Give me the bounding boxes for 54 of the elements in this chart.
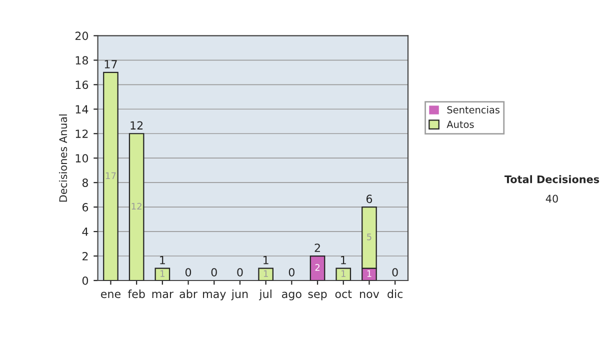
text: 40 <box>546 194 558 203</box>
total-label: 6 <box>366 194 372 204</box>
y-tick-label: 12 <box>76 130 88 138</box>
x-tick-label: ene <box>100 292 120 298</box>
bar <box>154 268 170 280</box>
total-label: 17 <box>104 60 117 68</box>
total-label: 0 <box>392 268 398 277</box>
total-label: 0 <box>211 268 217 277</box>
x-tick-label: may <box>203 292 226 300</box>
x-tick-label: feb <box>128 290 145 298</box>
x-tick-label: oct <box>335 290 352 298</box>
x-tick-label: jul <box>259 290 272 300</box>
y-tick-label: 16 <box>76 80 88 90</box>
y-axis-title: Decisiones Anual <box>58 114 68 202</box>
x-tick-label: mar <box>152 292 174 298</box>
text: Total Decisiones <box>504 175 600 184</box>
data-label: 1 <box>341 270 346 277</box>
x-tick-label: abr <box>180 290 198 298</box>
bar <box>128 133 144 280</box>
y-tick-label: 0 <box>82 276 88 285</box>
legend-label: Autos <box>446 120 474 128</box>
bar <box>103 72 118 280</box>
y-tick-label: 20 <box>75 32 88 40</box>
x-tick-label: sep <box>308 292 327 300</box>
data-label: 1 <box>160 270 164 277</box>
x-tick-label: dic <box>388 290 403 298</box>
y-tick-label: 6 <box>82 203 88 212</box>
total-label: 1 <box>160 256 165 264</box>
y-tick-label: 4 <box>82 228 88 236</box>
total-label: 0 <box>288 268 294 277</box>
data-label: 1 <box>264 270 268 277</box>
bar <box>258 268 274 280</box>
x-tick-label: jun <box>231 290 248 300</box>
y-tick-label: 18 <box>76 56 88 65</box>
y-tick-label: 8 <box>82 178 88 187</box>
bar <box>310 255 326 280</box>
total-label: 0 <box>237 268 243 277</box>
data-label: 2 <box>315 264 320 271</box>
y-tick-label: 14 <box>76 105 88 114</box>
data-label: 5 <box>367 234 372 240</box>
total-label: 12 <box>130 121 143 130</box>
y-tick-label: 10 <box>76 154 88 162</box>
total-label: 1 <box>341 256 346 264</box>
x-tick-label: ago <box>282 292 302 300</box>
y-tick-label: 2 <box>82 252 88 260</box>
data-label: 17 <box>106 172 116 179</box>
data-label: 12 <box>132 202 142 210</box>
total-label: 0 <box>185 268 192 277</box>
x-tick-label: nov <box>360 292 380 298</box>
data-label: 1 <box>367 270 372 277</box>
legend-label: Sentencias <box>447 106 500 114</box>
total-label: 1 <box>264 256 268 264</box>
bar <box>336 268 352 280</box>
total-label: 2 <box>314 244 320 252</box>
